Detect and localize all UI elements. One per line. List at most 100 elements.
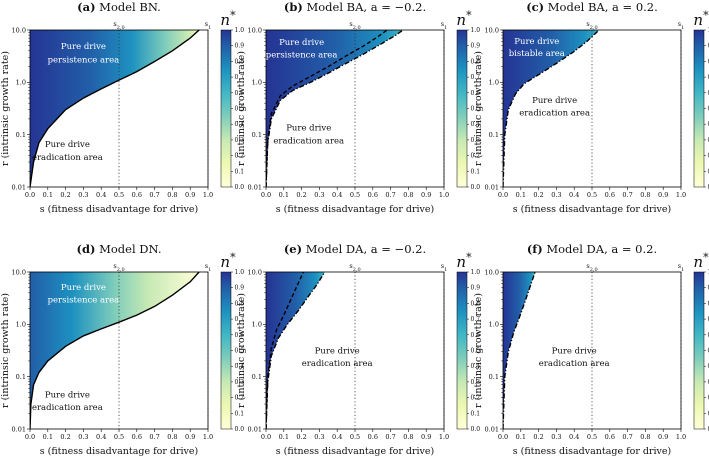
colorbar-title: n* <box>220 251 236 272</box>
panel-title-letter: (e) <box>284 242 302 256</box>
x-tick-label: 0.2 <box>296 433 306 441</box>
x-tick-label: 0.7 <box>149 433 159 441</box>
x-tick-label: 0.9 <box>658 433 668 441</box>
colorbar-tick-label: 0.7 <box>471 316 481 323</box>
y-tick-label: 0.1 <box>489 131 499 139</box>
colorbar-tick-label: 0.0 <box>235 426 245 433</box>
colorbar-title: n* <box>220 9 236 30</box>
x-tick-label: 0.2 <box>533 191 543 199</box>
y-tick-label: 10.0 <box>485 26 499 34</box>
colorbar-tick-label: 0.4 <box>235 363 245 370</box>
x-tick-label: 0.5 <box>350 433 360 441</box>
vline-label: s1 <box>441 262 448 273</box>
x-tick-label: 0.6 <box>605 433 615 441</box>
x-tick-label: 0.8 <box>403 433 413 441</box>
x-tick-label: 0.8 <box>640 191 650 199</box>
colorbar-title: n* <box>693 251 709 272</box>
colorbar-tick-label: 0.6 <box>471 90 481 97</box>
colorbar-tick-label: 0.7 <box>235 74 245 81</box>
boundary-solid-0 <box>30 272 200 429</box>
panel-title-letter: (b) <box>284 0 303 14</box>
x-tick-label: 0.4 <box>332 191 342 199</box>
colorbar-tick-label: 0.7 <box>708 316 709 323</box>
region-label: Pure drive <box>552 346 597 356</box>
colorbar-tick-label: 0.6 <box>235 90 245 97</box>
y-tick-label: 10.0 <box>12 268 26 276</box>
x-tick-label: 0.3 <box>78 191 88 199</box>
x-tick-label: 0.1 <box>516 191 526 199</box>
region-label: eradication area <box>273 136 344 146</box>
colorbar-tick-label: 0.6 <box>708 332 709 339</box>
x-tick-label: 1.0 <box>203 191 213 199</box>
x-tick-label: 1.0 <box>676 433 686 441</box>
region-label: bistable area <box>509 49 565 59</box>
colorbar-tick-label: 0.9 <box>471 43 481 50</box>
x-axis-label: s (fitness disadvantage for drive) <box>276 446 435 457</box>
panel-e: (e) Model DA, a = −0.2. s2,0 s1 0.0 0.1 0.2 0.… <box>236 242 480 457</box>
panel-title-text: Model BA, a = −0.2. <box>303 0 426 14</box>
y-tick-label: 0.1 <box>16 131 26 139</box>
y-tick-label: 10.0 <box>248 26 262 34</box>
panel-title-text: Model BN. <box>96 0 161 14</box>
panel-b: (b) Model BA, a = −0.2. s2,0 s1 0.0 0.1 0.2 0.… <box>236 0 480 215</box>
region-label: Pure drive <box>286 124 331 134</box>
colorbar-tick-label: 0.8 <box>471 300 481 307</box>
colorbar-tick-label: 0.8 <box>708 58 709 65</box>
x-axis-label: s (fitness disadvantage for drive) <box>513 204 672 215</box>
x-tick-label: 0.2 <box>533 433 543 441</box>
region-label: persistence area <box>266 50 338 60</box>
x-tick-label: 1.0 <box>439 433 449 441</box>
x-axis-label: s (fitness disadvantage for drive) <box>40 446 199 457</box>
y-tick-label: 10.0 <box>12 26 26 34</box>
y-tick-label: 0.01 <box>248 425 262 433</box>
nstar-fill-region <box>30 272 200 429</box>
colorbar-tick-label: 0.2 <box>708 395 709 402</box>
colorbar-tick-label: 0.5 <box>471 348 481 355</box>
colorbar-tick-label: 1.0 <box>708 269 709 276</box>
colorbar-tick-label: 0.9 <box>471 285 481 292</box>
x-tick-label: 0.8 <box>167 191 177 199</box>
x-tick-label: 0.9 <box>185 433 195 441</box>
x-tick-label: 0.6 <box>368 191 378 199</box>
panel-a: (a) Model BN. s2,0 s1 0.0 0.1 0.2 0.3 0.4 0.5 0.6… <box>0 0 244 215</box>
y-axis-label: r (intrinsic growth rate) <box>236 293 247 408</box>
vline-label: s2,0 <box>586 20 597 31</box>
x-tick-label: 0.3 <box>551 433 561 441</box>
x-tick-label: 0.0 <box>261 191 271 199</box>
x-tick-label: 0.4 <box>569 433 579 441</box>
x-tick-label: 0.4 <box>569 191 579 199</box>
panel-title: (a) Model BN. <box>77 0 161 14</box>
panel-title-letter: (c) <box>526 0 544 14</box>
vline-label: s2,0 <box>586 262 597 273</box>
colorbar-tick-label: 0.8 <box>235 58 245 65</box>
colorbar-title-star: * <box>466 9 472 22</box>
x-tick-label: 0.5 <box>350 191 360 199</box>
boundary-dashdot-0 <box>503 272 536 429</box>
y-tick-label: 0.1 <box>252 131 262 139</box>
boundary-dashed-0 <box>266 30 388 187</box>
y-tick-label: 10.0 <box>485 268 499 276</box>
x-tick-label: 0.0 <box>498 433 508 441</box>
y-tick-label: 1.0 <box>489 321 499 329</box>
y-axis-label: r (intrinsic growth rate) <box>236 51 247 166</box>
colorbar-title: n* <box>456 9 472 30</box>
colorbar-tick-label: 0.9 <box>708 43 709 50</box>
colorbar-tick-label: 0.4 <box>471 121 481 128</box>
colorbar-tick-label: 1.0 <box>471 269 481 276</box>
x-tick-label: 0.3 <box>314 433 324 441</box>
panel-title: (d) Model DN. <box>77 242 162 256</box>
colorbar-tick-label: 0.6 <box>708 90 709 97</box>
colorbar-tick-label: 1.0 <box>708 27 709 34</box>
colorbar <box>220 29 232 188</box>
region-label: persistence area <box>48 55 120 65</box>
y-tick-label: 1.0 <box>252 321 262 329</box>
x-tick-label: 0.9 <box>185 191 195 199</box>
region-label: eradication area <box>32 403 103 413</box>
y-tick-label: 1.0 <box>16 79 26 87</box>
x-tick-label: 0.8 <box>403 191 413 199</box>
nstar-fill-region <box>503 272 536 429</box>
x-tick-label: 0.2 <box>296 191 306 199</box>
y-tick-label: 1.0 <box>16 321 26 329</box>
x-tick-label: 0.3 <box>78 433 88 441</box>
